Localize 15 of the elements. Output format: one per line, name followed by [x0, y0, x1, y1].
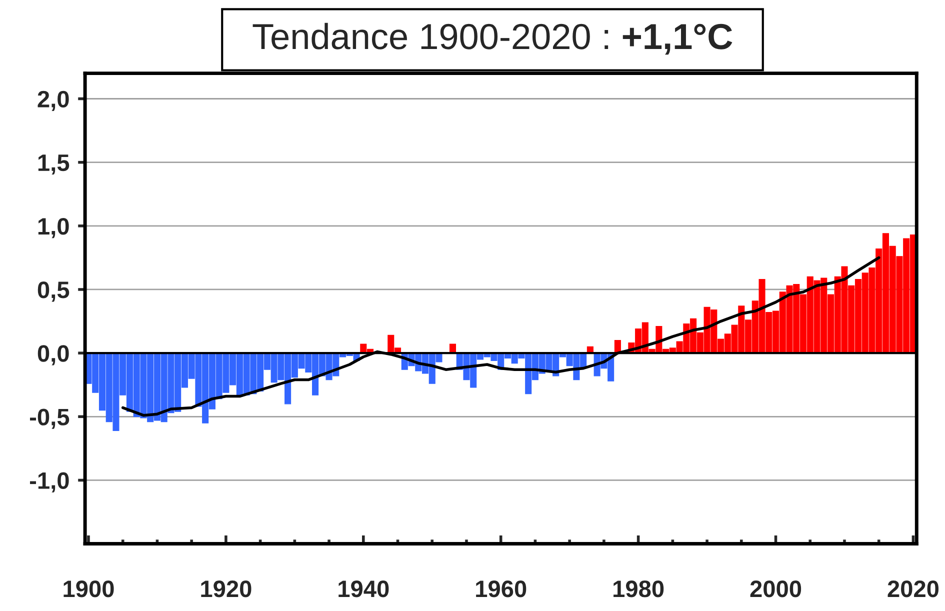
chart-title: Tendance 1900-2020 : +1,1°C	[252, 22, 732, 55]
x-tick-label: 2000	[750, 580, 802, 598]
x-tick-label: 2020	[888, 580, 939, 598]
y-tick-label: -1,0	[30, 472, 69, 492]
y-tick-label: 2,0	[38, 90, 69, 111]
x-tick-label: 1940	[338, 580, 389, 598]
x-tick-label: 1900	[64, 580, 114, 598]
y-tick-label: 1,5	[38, 154, 70, 175]
y-tick-label: 0,5	[38, 282, 70, 302]
x-tick-label: 1960	[476, 580, 526, 598]
y-tick-label: -0,5	[30, 408, 70, 429]
y-tick-label: 0,0	[38, 345, 69, 366]
x-tick-label: 1920	[201, 580, 252, 598]
y-tick-label: 1,0	[38, 218, 69, 238]
x-tick-label: 1980	[614, 580, 664, 598]
